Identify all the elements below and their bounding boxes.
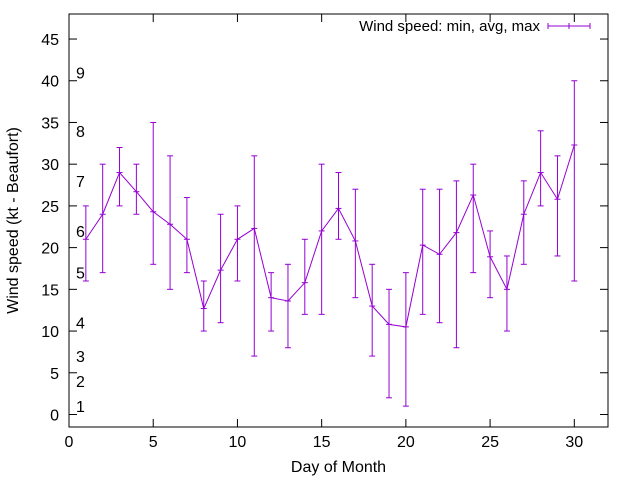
beaufort-label: 7 [76,174,85,191]
x-tick-label: 5 [149,434,158,451]
x-tick-label: 25 [481,434,499,451]
legend: Wind speed: min, avg, max [359,18,591,35]
beaufort-label: 9 [76,65,85,82]
y-tick-label: 15 [41,282,59,299]
beaufort-label: 4 [76,316,85,333]
x-tick-label: 30 [565,434,583,451]
legend-label: Wind speed: min, avg, max [359,18,540,35]
y-tick-label: 10 [41,324,59,341]
x-axis-title: Day of Month [291,459,386,476]
beaufort-label: 6 [76,224,85,241]
beaufort-label: 8 [76,124,85,141]
x-tick-label: 15 [313,434,331,451]
beaufort-label: 1 [76,399,85,416]
y-tick-label: 20 [41,241,59,258]
y-tick-label: 30 [41,157,59,174]
plot-frame-group [68,13,609,428]
y-tick-label: 0 [50,407,59,424]
y-tick-label: 35 [41,115,59,132]
y-tick-label: 5 [50,366,59,383]
beaufort-label: 3 [76,349,85,366]
series-group [82,80,578,407]
beaufort-labels-group: 1 2 3 4 5 6 7 8 9 [76,65,85,416]
plot-border [68,13,609,428]
beaufort-label: 2 [76,374,85,391]
y-tick-label: 40 [41,74,59,91]
y-axis-title: Wind speed (kt - Beaufort) [5,127,22,314]
beaufort-label: 5 [76,266,85,283]
y-tick-label: 25 [41,199,59,216]
x-tick-label: 0 [65,434,74,451]
x-tick-label: 10 [229,434,247,451]
y-tick-label: 45 [41,32,59,49]
x-tick-label: 20 [397,434,415,451]
avg-line [85,144,575,328]
